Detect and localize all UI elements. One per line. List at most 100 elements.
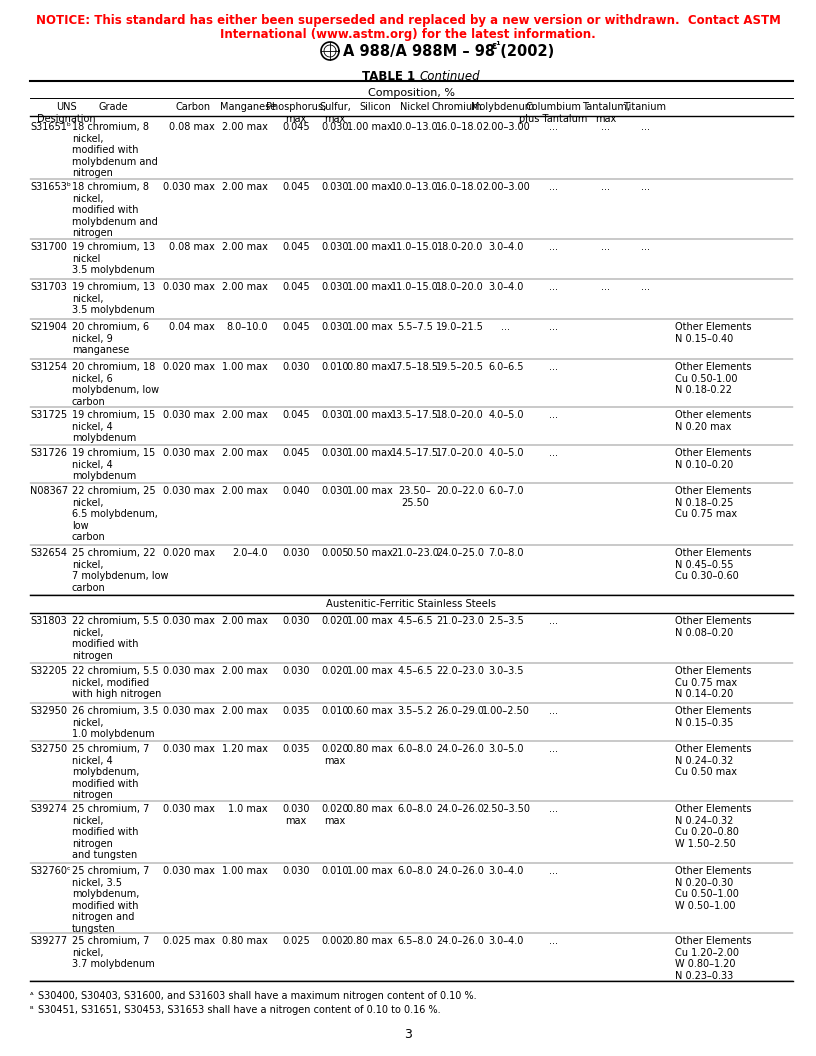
- Text: 0.035: 0.035: [282, 744, 310, 754]
- Text: 10.0–13.0: 10.0–13.0: [391, 122, 439, 132]
- Text: 2.00 max: 2.00 max: [222, 706, 268, 716]
- Text: 24.0–25.0: 24.0–25.0: [436, 548, 484, 558]
- Text: 16.0–18.0: 16.0–18.0: [437, 122, 484, 132]
- Text: 1.0 max: 1.0 max: [228, 804, 268, 814]
- Text: 3: 3: [404, 1027, 412, 1040]
- Text: 20 chromium, 18
nickel, 6
molybdenum, low
carbon: 20 chromium, 18 nickel, 6 molybdenum, lo…: [72, 362, 159, 407]
- Text: 0.08 max: 0.08 max: [169, 122, 215, 132]
- Text: 2.00 max: 2.00 max: [222, 122, 268, 132]
- Text: 18.0–20.0: 18.0–20.0: [436, 410, 484, 420]
- Text: NOTICE: This standard has either been superseded and replaced by a new version o: NOTICE: This standard has either been su…: [36, 14, 780, 27]
- Text: ...: ...: [548, 616, 557, 626]
- Text: 18 chromium, 8
nickel,
modified with
molybdenum and
nitrogen: 18 chromium, 8 nickel, modified with mol…: [72, 122, 157, 178]
- Text: 2.00 max: 2.00 max: [222, 486, 268, 496]
- Text: 0.030 max: 0.030 max: [163, 182, 215, 192]
- Text: 0.80 max: 0.80 max: [348, 744, 393, 754]
- Text: ...: ...: [641, 182, 650, 192]
- Text: Composition, %: Composition, %: [368, 88, 455, 98]
- Text: ...: ...: [548, 936, 557, 946]
- Text: S31803: S31803: [30, 616, 67, 626]
- Text: 4.5–6.5: 4.5–6.5: [397, 616, 432, 626]
- Text: 6.0–8.0: 6.0–8.0: [397, 744, 432, 754]
- Text: 0.020 max: 0.020 max: [163, 362, 215, 372]
- Text: 0.045: 0.045: [282, 282, 310, 293]
- Text: ...: ...: [548, 242, 557, 252]
- Text: 3.0–5.0: 3.0–5.0: [488, 744, 524, 754]
- Text: 0.030 max: 0.030 max: [163, 282, 215, 293]
- Text: Other Elements
N 0.15–0.40: Other Elements N 0.15–0.40: [675, 322, 752, 343]
- Text: 1.00 max: 1.00 max: [348, 616, 393, 626]
- Text: ᴬ: ᴬ: [30, 991, 36, 1000]
- Text: 0.045: 0.045: [282, 410, 310, 420]
- Text: 8.0–10.0: 8.0–10.0: [227, 322, 268, 332]
- Text: S31651ᵇ: S31651ᵇ: [30, 122, 71, 132]
- Text: 0.020
max: 0.020 max: [322, 744, 348, 766]
- Text: 1.00 max: 1.00 max: [348, 448, 393, 458]
- Text: UNS
Designation: UNS Designation: [37, 102, 95, 124]
- Text: ...: ...: [548, 122, 557, 132]
- Text: S32750: S32750: [30, 744, 67, 754]
- Text: 2.0–4.0: 2.0–4.0: [233, 548, 268, 558]
- Text: Carbon: Carbon: [175, 102, 211, 112]
- Text: Tantalum,
max: Tantalum, max: [582, 102, 630, 124]
- Text: 0.002: 0.002: [322, 936, 348, 946]
- Text: 1.00 max: 1.00 max: [348, 866, 393, 876]
- Text: Other Elements
N 0.18–0.25
Cu 0.75 max: Other Elements N 0.18–0.25 Cu 0.75 max: [675, 486, 752, 520]
- Text: S32205: S32205: [30, 666, 67, 676]
- Text: 0.030: 0.030: [322, 322, 348, 332]
- Text: 2.00 max: 2.00 max: [222, 282, 268, 293]
- Text: 0.030 max: 0.030 max: [163, 804, 215, 814]
- Text: 0.030 max: 0.030 max: [163, 744, 215, 754]
- Text: 0.030: 0.030: [282, 866, 310, 876]
- Text: 4.0–5.0: 4.0–5.0: [488, 410, 524, 420]
- Text: 0.025 max: 0.025 max: [163, 936, 215, 946]
- Text: 0.030: 0.030: [282, 616, 310, 626]
- Text: 24.0–26.0: 24.0–26.0: [436, 866, 484, 876]
- Text: 0.80 max: 0.80 max: [348, 936, 393, 946]
- Text: 10.0–13.0: 10.0–13.0: [391, 182, 439, 192]
- Text: ...: ...: [641, 122, 650, 132]
- Text: 0.045: 0.045: [282, 242, 310, 252]
- Text: 1.00 max: 1.00 max: [348, 122, 393, 132]
- Text: Sulfur,
max: Sulfur, max: [319, 102, 351, 124]
- Text: A 988/A 988M – 98 (2002): A 988/A 988M – 98 (2002): [343, 43, 554, 58]
- Text: 0.030 max: 0.030 max: [163, 616, 215, 626]
- Text: Other Elements
N 0.15–0.35: Other Elements N 0.15–0.35: [675, 706, 752, 728]
- Text: 4.5–6.5: 4.5–6.5: [397, 666, 432, 676]
- Text: TABLE 1: TABLE 1: [362, 70, 415, 83]
- Text: S30400, S30403, S31600, and S31603 shall have a maximum nitrogen content of 0.10: S30400, S30403, S31600, and S31603 shall…: [38, 991, 477, 1001]
- Text: ...: ...: [548, 282, 557, 293]
- Text: 3.5–5.2: 3.5–5.2: [397, 706, 432, 716]
- Text: 11.0–15.0: 11.0–15.0: [391, 242, 439, 252]
- Text: 17.0–20.0: 17.0–20.0: [436, 448, 484, 458]
- Text: ...: ...: [601, 282, 610, 293]
- Text: ᴮ: ᴮ: [30, 1005, 36, 1014]
- Text: Chromium: Chromium: [432, 102, 482, 112]
- Text: S21904: S21904: [30, 322, 67, 332]
- Text: 26 chromium, 3.5
nickel,
1.0 molybdenum: 26 chromium, 3.5 nickel, 1.0 molybdenum: [72, 706, 158, 739]
- Text: 0.005: 0.005: [322, 548, 348, 558]
- Text: 16.0–18.0: 16.0–18.0: [437, 182, 484, 192]
- Text: Manganese: Manganese: [220, 102, 276, 112]
- Text: 1.00 max: 1.00 max: [348, 666, 393, 676]
- Text: 20 chromium, 6
nickel, 9
manganese: 20 chromium, 6 nickel, 9 manganese: [72, 322, 149, 355]
- Text: 25 chromium, 7
nickel, 3.5
molybdenum,
modified with
nitrogen and
tungsten: 25 chromium, 7 nickel, 3.5 molybdenum, m…: [72, 866, 149, 934]
- Text: 1.00 max: 1.00 max: [348, 182, 393, 192]
- Text: ...: ...: [601, 122, 610, 132]
- Text: 0.030 max: 0.030 max: [163, 666, 215, 676]
- Text: Other Elements
N 0.24–0.32
Cu 0.50 max: Other Elements N 0.24–0.32 Cu 0.50 max: [675, 744, 752, 777]
- Text: 0.045: 0.045: [282, 122, 310, 132]
- Text: 0.030: 0.030: [322, 182, 348, 192]
- Text: 1.20 max: 1.20 max: [222, 744, 268, 754]
- Text: 1.00 max: 1.00 max: [348, 410, 393, 420]
- Text: 19.5–20.5: 19.5–20.5: [436, 362, 484, 372]
- Text: 2.00 max: 2.00 max: [222, 182, 268, 192]
- Text: 0.030: 0.030: [322, 282, 348, 293]
- Text: Titanium: Titanium: [623, 102, 667, 112]
- Text: 3.0–4.0: 3.0–4.0: [488, 866, 524, 876]
- Text: 17.5–18.5: 17.5–18.5: [391, 362, 439, 372]
- Text: 23.50–
25.50: 23.50– 25.50: [399, 486, 432, 508]
- Text: 0.010: 0.010: [322, 362, 348, 372]
- Text: 19 chromium, 15
nickel, 4
molybdenum: 19 chromium, 15 nickel, 4 molybdenum: [72, 448, 155, 482]
- Text: Other Elements
N 0.08–0.20: Other Elements N 0.08–0.20: [675, 616, 752, 638]
